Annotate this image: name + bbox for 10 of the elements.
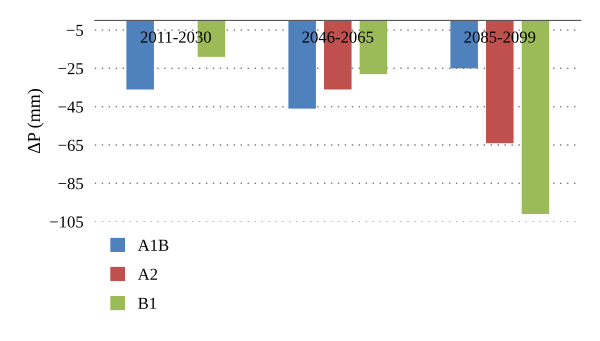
y-tick-label: −45 xyxy=(58,101,84,113)
legend-label: A1B xyxy=(138,240,168,251)
y-tick-label: −5 xyxy=(66,24,84,36)
y-tick-label: −25 xyxy=(58,63,84,74)
legend-label: B1 xyxy=(138,298,156,309)
y-tick-label: −85 xyxy=(58,178,84,190)
y-axis-title: ΔP (mm) xyxy=(27,89,44,154)
legend-label: A2 xyxy=(138,268,158,280)
y-tick-label: −65 xyxy=(58,140,84,151)
y-tick-label: −105 xyxy=(50,216,84,228)
